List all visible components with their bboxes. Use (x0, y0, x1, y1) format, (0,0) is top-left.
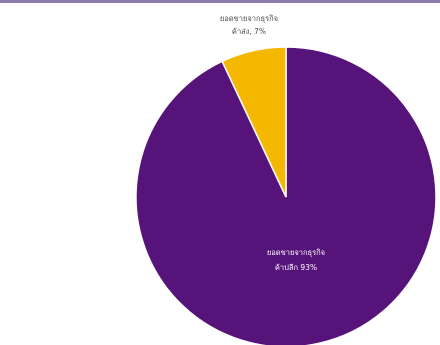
pie-slice-wholesale (221, 46, 287, 198)
label-wholesale-line1: ยอดขายจากธุรกิจ (220, 14, 278, 23)
label-retail-line1: ยอดขายจากธุรกิจ (267, 248, 325, 257)
pie-slices (135, 46, 437, 345)
label-wholesale-line2: ค้าส่ง, 7% (232, 27, 266, 36)
label-retail-line2: ค้าปลีก 93% (275, 263, 317, 272)
top-rule (0, 0, 440, 3)
